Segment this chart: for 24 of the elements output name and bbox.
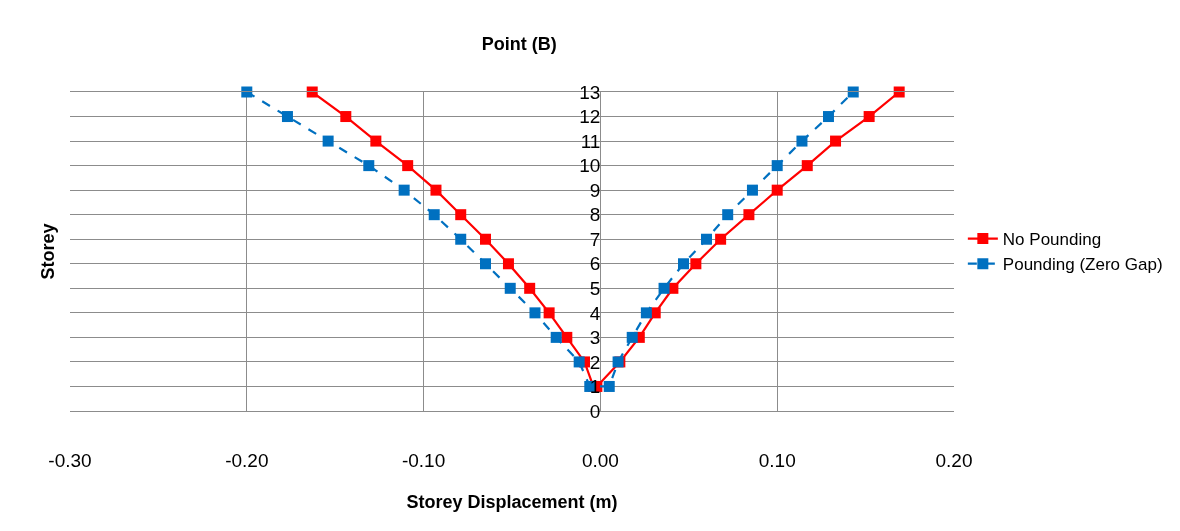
y-tick-label: 4 [589, 302, 601, 324]
y-tick-label: 3 [589, 327, 601, 349]
y-tick-label: 0 [589, 400, 601, 422]
y-tick-label: 2 [589, 351, 601, 373]
y-tick-label: 12 [579, 106, 601, 128]
x-tick-label: -0.20 [225, 449, 269, 471]
x-tick-label: -0.10 [401, 449, 446, 471]
y-tick-label: 11 [580, 130, 601, 152]
x-axis-title: Storey Displacement (m) [406, 491, 618, 512]
chart-title: Point (B) [481, 33, 557, 54]
x-tick-label: 0.20 [935, 449, 973, 471]
y-tick-label: 13 [579, 81, 601, 103]
x-tick-label: -0.30 [48, 449, 92, 471]
y-tick-label: 7 [589, 228, 601, 250]
y-axis-title: Storey [38, 223, 59, 280]
x-tick-label: 0.10 [758, 449, 796, 471]
y-tick-label: 5 [589, 277, 601, 299]
y-tick-label: 6 [589, 253, 601, 275]
y-tick-label: 9 [589, 179, 601, 201]
x-tick-label: 0.00 [581, 449, 619, 471]
y-tick-label: 10 [579, 155, 601, 177]
legend-label: No Pounding [1002, 230, 1102, 250]
y-tick-label: 8 [589, 204, 601, 226]
legend-label: Pounding (Zero Gap) [1002, 255, 1163, 275]
